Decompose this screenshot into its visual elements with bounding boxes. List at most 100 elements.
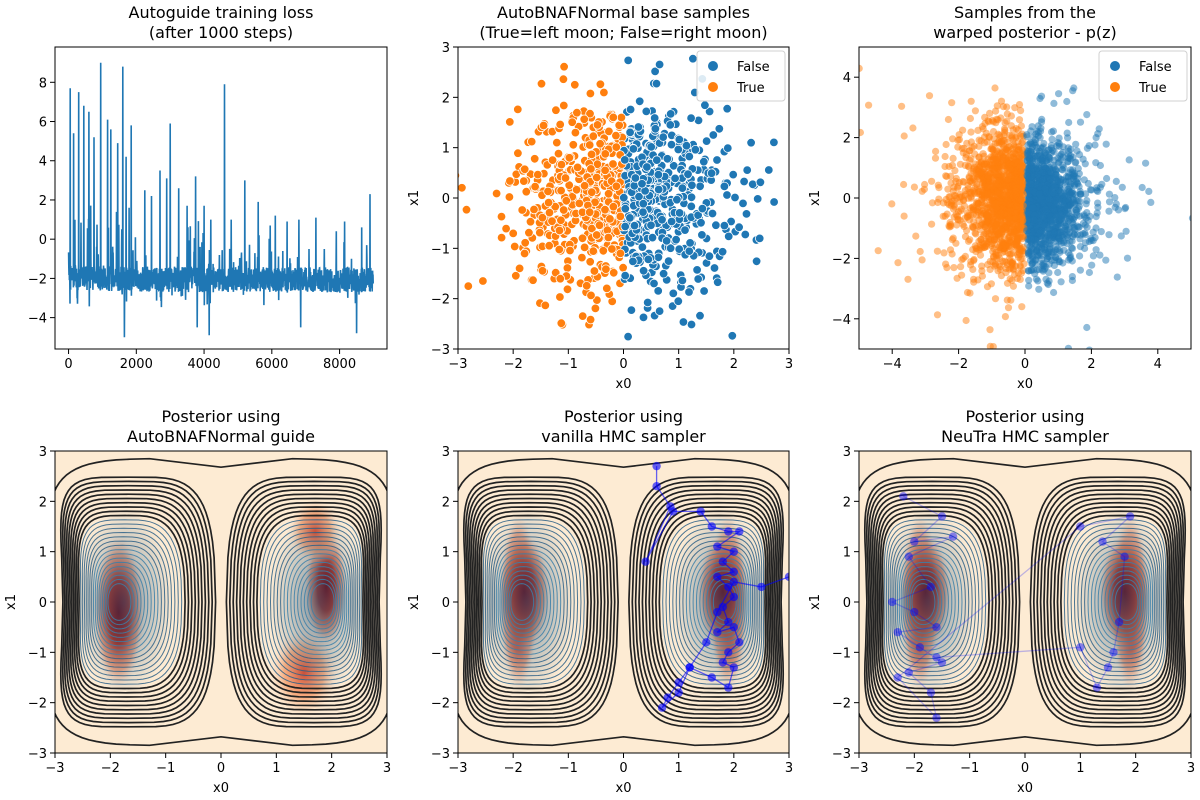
scatter-point <box>1026 243 1034 251</box>
scatter-point <box>1076 252 1084 260</box>
scatter-point <box>1092 246 1100 254</box>
hmc-sample-point <box>735 527 744 536</box>
chart-title-line: warped posterior - p(z) <box>933 23 1116 42</box>
contour-line <box>501 561 552 643</box>
scatter-point <box>988 183 996 191</box>
contour-line <box>470 493 606 711</box>
contour-line <box>103 574 139 630</box>
scatter-point <box>572 107 582 118</box>
scatter-point <box>1015 116 1024 124</box>
scatter-point <box>991 295 1000 303</box>
scatter-point <box>1019 138 1027 146</box>
scatter-point <box>730 192 740 203</box>
scatter-point <box>1117 232 1125 240</box>
scatter-point <box>555 119 565 130</box>
scatter-point <box>932 147 940 155</box>
scatter-point <box>954 143 962 151</box>
contour-line <box>83 527 176 677</box>
contour-line <box>61 480 214 724</box>
scatter-point <box>657 215 667 225</box>
scatter-point <box>556 215 566 226</box>
hmc-sample-point <box>1076 643 1085 652</box>
scatter-point <box>1105 207 1113 215</box>
scatter-point <box>968 203 976 211</box>
x-tick-label: 1 <box>1076 761 1084 776</box>
contour-line <box>871 493 1007 711</box>
x-tick-label: 1 <box>272 761 280 776</box>
scatter-point <box>961 187 969 195</box>
scatter-point <box>1112 177 1120 185</box>
contour-line <box>468 489 609 715</box>
contour-line <box>675 536 757 668</box>
scatter-point <box>1009 282 1018 290</box>
hmc-sample-point <box>1092 683 1102 692</box>
scatter-point <box>723 143 733 153</box>
scatter-point <box>661 236 672 246</box>
hmc-sample-point <box>904 552 913 561</box>
scatter-point <box>741 209 752 219</box>
contour-line <box>904 566 949 638</box>
scatter-point <box>997 209 1005 217</box>
scatter-point <box>677 275 688 286</box>
density-blob <box>1073 507 1170 697</box>
scatter-point <box>1017 168 1025 176</box>
scatter-point <box>1064 209 1072 217</box>
scatter-point <box>704 106 715 117</box>
scatter-point <box>537 266 548 276</box>
scatter-point <box>734 222 744 232</box>
scatter-point <box>1076 243 1084 251</box>
contour-line <box>1029 476 1187 728</box>
contour-line <box>1070 527 1163 677</box>
legend: False True <box>696 50 786 102</box>
scatter-point <box>590 303 601 314</box>
scatter-point <box>832 244 839 251</box>
scatter-point <box>707 208 718 219</box>
contour-line <box>1056 510 1171 694</box>
scatter-point <box>1072 158 1080 166</box>
x-tick-label: 3 <box>785 761 793 776</box>
scatter-point <box>1057 215 1065 223</box>
scatter-point <box>673 296 684 306</box>
scatter-point <box>1123 254 1132 262</box>
scatter-point <box>1004 196 1012 205</box>
contour-line <box>1094 557 1150 647</box>
scatter-point <box>1037 118 1046 126</box>
density-blob <box>478 507 575 697</box>
hmc-sample-point <box>729 623 738 632</box>
contour-line <box>1053 506 1173 698</box>
x-tick-label: 0 <box>1021 357 1029 372</box>
y-axis-label: x1 <box>407 594 422 610</box>
y-tick-label: −3 <box>431 343 450 358</box>
scatter-point <box>755 177 766 188</box>
contour-line <box>480 514 589 690</box>
scatter-point <box>686 113 696 123</box>
scatter-point <box>961 161 969 169</box>
scatter-point <box>615 211 626 222</box>
hmc-sample-point <box>893 628 902 637</box>
scatter-point <box>649 278 659 289</box>
scatter-point <box>986 109 994 117</box>
contour-line <box>869 489 1011 715</box>
scatter-point <box>585 88 596 99</box>
contour-line <box>628 476 785 728</box>
y-tick-label: −3 <box>28 747 47 762</box>
scatter-point <box>629 220 640 231</box>
scatter-point <box>951 167 959 175</box>
scatter-point <box>1147 198 1155 206</box>
scatter-point <box>586 164 596 174</box>
scatter-point <box>1092 159 1100 167</box>
scatter-point <box>637 242 648 252</box>
scatter-point <box>565 245 575 256</box>
scatter-point <box>1050 261 1058 269</box>
scatter-point <box>1031 136 1039 144</box>
scatter-point <box>967 169 975 177</box>
contour-line <box>65 489 207 715</box>
y-tick-label: 0 <box>39 596 47 611</box>
scatter-point <box>527 136 537 147</box>
hmc-sample-point <box>674 688 683 697</box>
scatter-point <box>1001 126 1009 134</box>
contour-line <box>102 570 142 634</box>
axes-frame <box>54 46 388 350</box>
scatter-point <box>900 180 908 189</box>
x-tick-label: 6000 <box>255 357 288 372</box>
